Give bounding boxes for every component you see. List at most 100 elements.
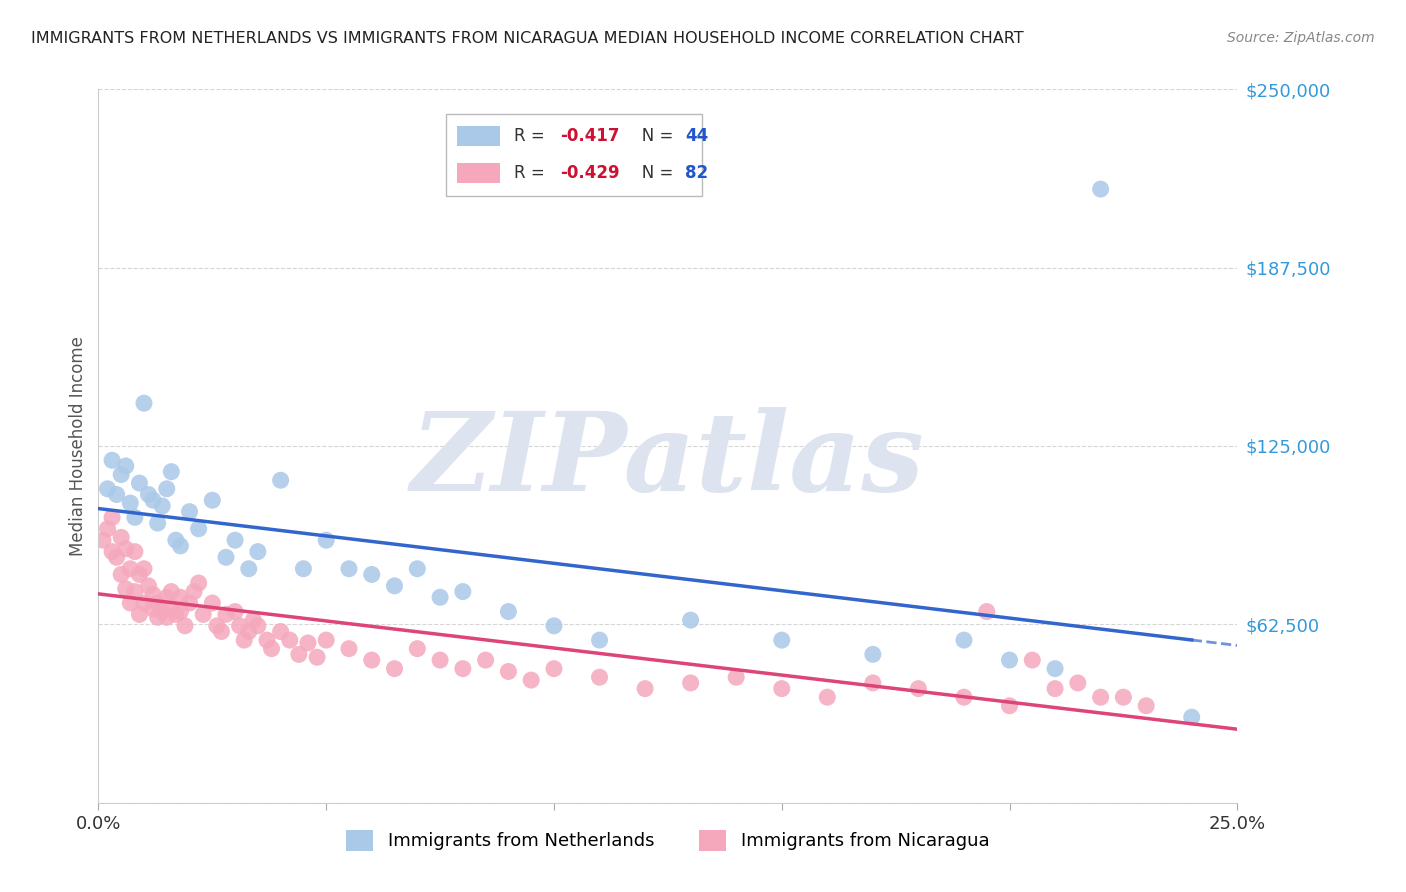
Point xyxy=(169,539,191,553)
Point xyxy=(96,482,118,496)
Point xyxy=(246,619,269,633)
Point xyxy=(451,584,474,599)
Point xyxy=(120,596,142,610)
Point xyxy=(384,579,406,593)
Point xyxy=(165,607,187,622)
Point xyxy=(384,662,406,676)
Point xyxy=(110,567,132,582)
Point xyxy=(101,544,124,558)
Point xyxy=(337,562,360,576)
Point xyxy=(215,607,238,622)
Text: R =: R = xyxy=(515,127,550,145)
Point xyxy=(110,467,132,482)
Point xyxy=(91,533,114,548)
Point xyxy=(160,465,183,479)
Point xyxy=(474,653,496,667)
Point xyxy=(124,510,146,524)
Point xyxy=(543,662,565,676)
Point xyxy=(114,458,136,473)
Point xyxy=(315,633,337,648)
Point xyxy=(862,648,884,662)
Point xyxy=(156,482,179,496)
Text: N =: N = xyxy=(626,127,678,145)
Point xyxy=(360,653,382,667)
Point xyxy=(1112,690,1135,705)
Point xyxy=(270,624,292,639)
Point xyxy=(165,533,187,548)
Point xyxy=(101,453,124,467)
Point xyxy=(124,544,146,558)
Point xyxy=(187,576,209,591)
Point xyxy=(169,605,191,619)
Point xyxy=(132,562,155,576)
Point xyxy=(288,648,311,662)
Point xyxy=(1043,681,1066,696)
Point xyxy=(1021,653,1043,667)
Point xyxy=(105,487,128,501)
Point xyxy=(156,591,179,605)
Point xyxy=(215,550,238,565)
Point xyxy=(588,633,610,648)
Point xyxy=(242,613,264,627)
Point xyxy=(520,673,543,687)
Point xyxy=(1043,662,1066,676)
Point xyxy=(634,681,657,696)
Point xyxy=(156,610,179,624)
Point xyxy=(238,624,260,639)
Point xyxy=(128,567,150,582)
Point xyxy=(132,396,155,410)
Point xyxy=(976,605,998,619)
Point xyxy=(260,641,283,656)
Point xyxy=(187,522,209,536)
Point xyxy=(337,641,360,656)
Bar xyxy=(457,126,501,145)
Text: IMMIGRANTS FROM NETHERLANDS VS IMMIGRANTS FROM NICARAGUA MEDIAN HOUSEHOLD INCOME: IMMIGRANTS FROM NETHERLANDS VS IMMIGRANT… xyxy=(31,31,1024,46)
Point xyxy=(169,591,191,605)
Point xyxy=(1067,676,1090,690)
FancyBboxPatch shape xyxy=(446,114,702,196)
Point xyxy=(150,605,173,619)
Point xyxy=(998,698,1021,713)
Legend: Immigrants from Netherlands, Immigrants from Nicaragua: Immigrants from Netherlands, Immigrants … xyxy=(339,822,997,858)
Point xyxy=(114,541,136,556)
Text: ZIPatlas: ZIPatlas xyxy=(411,407,925,514)
Point xyxy=(1090,182,1112,196)
Point xyxy=(160,601,183,615)
Point xyxy=(360,567,382,582)
Point xyxy=(105,550,128,565)
Point xyxy=(588,670,610,684)
Text: R =: R = xyxy=(515,164,550,182)
Point xyxy=(770,681,793,696)
Point xyxy=(451,662,474,676)
Point xyxy=(679,676,702,690)
Point xyxy=(406,641,429,656)
Point xyxy=(498,605,520,619)
Point xyxy=(679,613,702,627)
Point xyxy=(120,562,142,576)
Point xyxy=(256,633,278,648)
Point xyxy=(770,633,793,648)
Point xyxy=(1135,698,1157,713)
Point xyxy=(120,496,142,510)
Point xyxy=(174,619,197,633)
Point xyxy=(142,587,165,601)
Point xyxy=(124,584,146,599)
Point xyxy=(179,596,201,610)
Point xyxy=(138,487,160,501)
Point xyxy=(146,516,169,530)
Point xyxy=(1090,690,1112,705)
Point xyxy=(201,493,224,508)
Point xyxy=(429,591,451,605)
Point xyxy=(101,510,124,524)
Point xyxy=(246,544,269,558)
Point xyxy=(292,562,315,576)
Point xyxy=(498,665,520,679)
Point xyxy=(862,676,884,690)
Point xyxy=(183,584,205,599)
Point xyxy=(429,653,451,667)
Point xyxy=(96,522,118,536)
Point xyxy=(228,619,250,633)
Point xyxy=(201,596,224,610)
Point xyxy=(238,562,260,576)
Point xyxy=(142,493,165,508)
